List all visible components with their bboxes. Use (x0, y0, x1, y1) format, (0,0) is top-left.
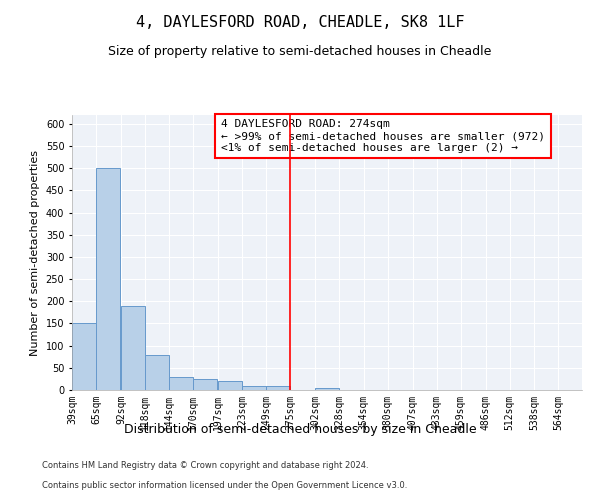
Bar (218, 381, 242, 390)
Bar (266, 386, 290, 390)
Text: Distribution of semi-detached houses by size in Cheadle: Distribution of semi-detached houses by … (124, 422, 476, 436)
Bar (316, 388, 339, 390)
Text: Contains public sector information licensed under the Open Government Licence v3: Contains public sector information licen… (42, 481, 407, 490)
Y-axis label: Number of semi-detached properties: Number of semi-detached properties (30, 150, 40, 356)
Text: 4, DAYLESFORD ROAD, CHEADLE, SK8 1LF: 4, DAYLESFORD ROAD, CHEADLE, SK8 1LF (136, 15, 464, 30)
Bar (121, 306, 145, 390)
Bar (96, 168, 119, 390)
Bar (242, 386, 266, 390)
Text: Size of property relative to semi-detached houses in Cheadle: Size of property relative to semi-detach… (109, 45, 491, 58)
Bar (145, 354, 169, 390)
Text: Contains HM Land Registry data © Crown copyright and database right 2024.: Contains HM Land Registry data © Crown c… (42, 461, 368, 470)
Text: 4 DAYLESFORD ROAD: 274sqm
← >99% of semi-detached houses are smaller (972)
<1% o: 4 DAYLESFORD ROAD: 274sqm ← >99% of semi… (221, 120, 545, 152)
Bar (72, 324, 95, 390)
Bar (169, 376, 193, 390)
Bar (193, 379, 217, 390)
